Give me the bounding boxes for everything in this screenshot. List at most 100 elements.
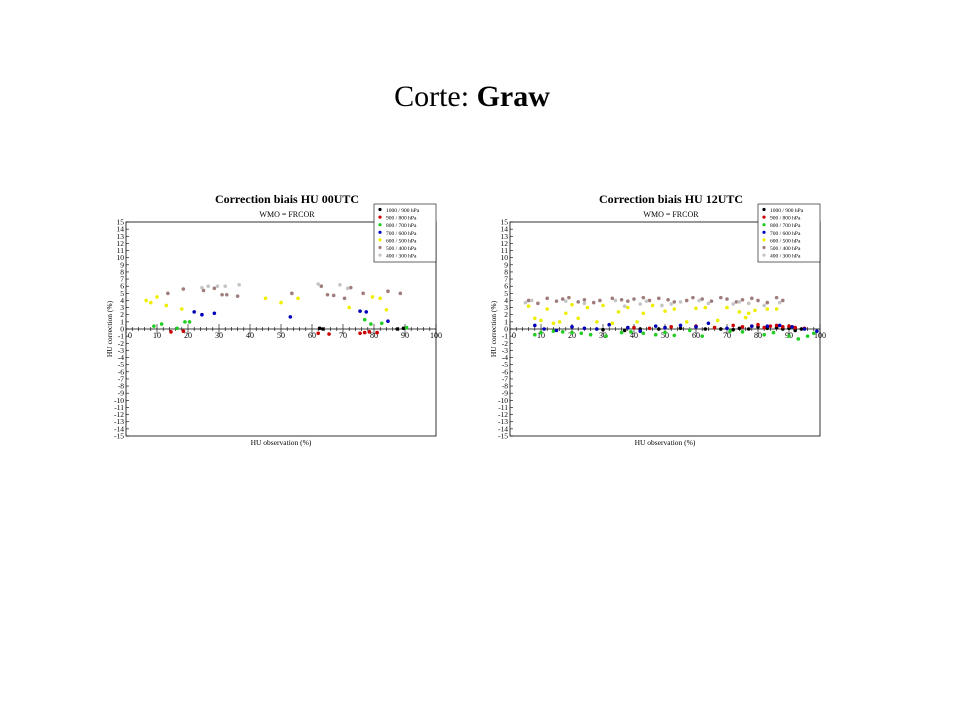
data-point — [774, 323, 779, 328]
data-point — [570, 325, 574, 329]
data-point — [206, 284, 210, 288]
legend-entry: 900 / 800 hPa — [386, 216, 417, 222]
data-point — [187, 320, 192, 324]
data-point — [650, 303, 655, 308]
data-point — [526, 304, 531, 308]
data-point — [765, 300, 770, 305]
data-point — [279, 300, 283, 305]
data-point — [560, 330, 565, 334]
data-point — [632, 297, 636, 301]
data-point — [554, 299, 559, 303]
series-5 — [526, 295, 785, 306]
data-point — [542, 327, 546, 331]
y-tick-label: 8 — [504, 267, 508, 276]
data-point — [746, 301, 751, 306]
data-point — [598, 298, 602, 303]
x-tick-label: 80 — [370, 331, 378, 340]
data-point — [610, 321, 615, 326]
data-point — [629, 330, 633, 334]
legend-marker — [762, 215, 766, 219]
data-point — [774, 295, 779, 300]
data-point — [582, 297, 587, 302]
data-point — [235, 294, 240, 298]
y-tick-label: 7 — [504, 275, 508, 284]
data-point — [678, 323, 683, 328]
data-point — [316, 282, 320, 286]
x-tick-label: 20 — [568, 331, 576, 340]
data-point — [740, 330, 745, 334]
x-tick-label: 0 — [512, 331, 516, 340]
data-point — [653, 332, 658, 337]
data-point — [582, 326, 587, 331]
data-point — [152, 324, 156, 328]
x-tick-label: 40 — [630, 331, 638, 340]
y-tick-label: -10 — [498, 396, 508, 405]
x-tick-label: 30 — [599, 331, 607, 340]
legend-marker — [378, 238, 382, 242]
data-point — [762, 332, 766, 337]
data-point — [762, 303, 766, 308]
data-point — [384, 307, 389, 312]
data-point — [787, 324, 791, 328]
data-point — [777, 323, 782, 328]
x-tick-label: 50 — [661, 331, 669, 340]
data-point — [175, 326, 179, 331]
y-tick-label: 9 — [120, 260, 124, 269]
data-point — [386, 289, 390, 293]
x-tick-label: 100 — [814, 331, 826, 340]
data-point — [771, 330, 776, 335]
data-point — [684, 320, 689, 324]
data-point — [539, 318, 543, 323]
y-tick-label: 10 — [501, 253, 509, 262]
data-point — [560, 297, 565, 301]
data-point — [367, 330, 372, 334]
y-tick-label: 2 — [120, 310, 124, 319]
data-point — [610, 296, 615, 301]
y-tick-label: -2 — [502, 339, 508, 348]
y-tick-label: 12 — [117, 239, 125, 248]
data-point — [626, 299, 630, 303]
chart-title: Correction biais HU 00UTC — [215, 192, 359, 206]
legend-entry: 800 / 700 hPa — [386, 223, 417, 229]
y-tick-label: -4 — [502, 353, 508, 362]
x-tick-label: 0 — [128, 331, 132, 340]
y-tick-label: 5 — [504, 289, 508, 298]
legend-marker — [378, 253, 382, 257]
data-point — [166, 291, 170, 296]
legend-box — [373, 203, 437, 263]
legend-entry: 500 / 400 hPa — [386, 246, 417, 252]
data-point — [709, 299, 714, 303]
data-point — [223, 284, 227, 288]
y-tick-label: -6 — [118, 367, 124, 376]
data-point — [638, 302, 642, 306]
data-point — [678, 300, 683, 304]
data-point — [362, 317, 367, 322]
data-point — [601, 327, 605, 332]
data-point — [799, 327, 804, 331]
data-point — [777, 300, 782, 305]
legend-marker — [378, 215, 382, 219]
data-point — [660, 303, 664, 308]
data-point — [815, 329, 819, 333]
data-point — [554, 328, 559, 333]
data-point — [551, 321, 556, 326]
data-point — [765, 307, 770, 311]
y-tick-label: 2 — [504, 310, 508, 319]
data-point — [734, 300, 739, 304]
y-tick-label: 11 — [501, 246, 508, 255]
data-point — [750, 324, 754, 328]
data-point — [576, 300, 580, 304]
y-tick-label: 0 — [504, 325, 508, 334]
legend-entry: 800 / 700 hPa — [770, 223, 801, 229]
y-tick-label: 5 — [120, 289, 124, 298]
data-point — [317, 326, 322, 331]
y-axis-label: HU correction (%) — [105, 300, 114, 357]
data-point — [595, 320, 599, 324]
data-point — [220, 292, 224, 297]
data-point — [694, 306, 698, 311]
data-point — [728, 329, 732, 333]
data-point — [342, 296, 347, 301]
data-point — [164, 303, 169, 308]
